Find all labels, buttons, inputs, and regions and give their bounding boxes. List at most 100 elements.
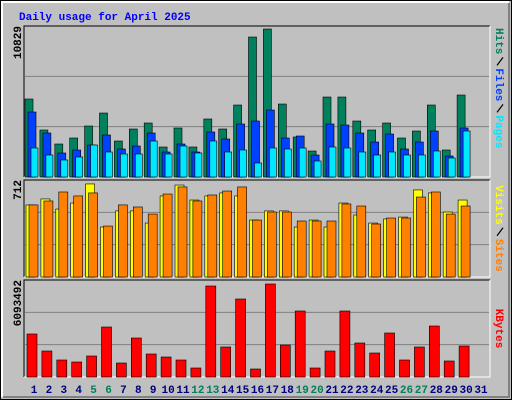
bar — [324, 350, 336, 378]
x-tick-label: 17 — [266, 385, 279, 397]
legend-separator — [496, 57, 504, 66]
bar — [418, 154, 426, 178]
bar — [147, 213, 158, 278]
bar — [401, 217, 411, 278]
bar — [388, 151, 396, 178]
bar — [309, 367, 321, 378]
bar — [371, 223, 382, 278]
bar — [460, 205, 471, 278]
bar — [220, 346, 231, 378]
x-tick-label: 15 — [236, 385, 250, 397]
bar — [265, 283, 276, 378]
x-tick-label: 19 — [296, 385, 309, 397]
y-tick-label: 10829 — [13, 26, 25, 59]
x-tick-label: 9 — [150, 385, 157, 397]
bar — [458, 345, 470, 378]
bar — [73, 195, 83, 278]
bar — [86, 355, 97, 378]
bar — [462, 130, 471, 178]
bar — [175, 359, 187, 378]
x-tick-label: 30 — [459, 385, 472, 397]
legend-separator — [496, 104, 504, 113]
bar — [116, 362, 127, 378]
bar — [296, 220, 307, 278]
bar — [416, 196, 426, 278]
bar — [354, 342, 366, 378]
legend: Visits Sites — [492, 185, 504, 272]
bar — [298, 147, 307, 178]
x-tick-label: 10 — [161, 385, 174, 397]
bar — [192, 200, 203, 278]
x-tick-label: 11 — [176, 385, 190, 397]
x-tick-label: 14 — [221, 385, 235, 397]
bar — [56, 359, 68, 378]
bar — [294, 310, 306, 378]
x-tick-label: 27 — [415, 385, 428, 397]
x-tick-label: 4 — [75, 385, 82, 397]
legend-separator — [496, 227, 504, 237]
bar — [190, 367, 202, 378]
bar — [45, 154, 54, 178]
bar — [135, 153, 143, 178]
x-tick-label: 23 — [355, 385, 369, 397]
x-tick-label: 16 — [251, 385, 264, 397]
bar — [131, 337, 142, 378]
bar — [430, 191, 441, 278]
bar — [88, 192, 98, 278]
legend-label: Pages — [492, 115, 504, 148]
bar — [58, 191, 69, 278]
bar — [162, 193, 173, 278]
bar — [445, 213, 456, 278]
bar — [179, 145, 188, 178]
bar — [60, 159, 69, 178]
bar — [339, 310, 351, 378]
bar — [105, 151, 113, 178]
bar — [386, 217, 396, 278]
bar — [311, 220, 322, 278]
x-tick-label: 25 — [385, 385, 399, 397]
bar — [341, 203, 352, 278]
bar — [326, 220, 337, 278]
bar — [177, 186, 188, 278]
bar — [281, 211, 292, 278]
bar — [222, 190, 232, 278]
bar — [239, 149, 247, 178]
bar — [101, 326, 112, 378]
panel-bevel-dark — [23, 279, 490, 377]
x-tick-label: 5 — [90, 385, 97, 397]
bar — [30, 147, 39, 178]
x-tick-label: 29 — [445, 385, 458, 397]
legend: KBytes — [492, 309, 504, 349]
bar — [205, 285, 217, 378]
bar — [75, 156, 83, 178]
bar — [164, 153, 173, 178]
bar — [235, 298, 246, 378]
bar — [149, 140, 158, 178]
legend-label: Visits — [492, 185, 504, 225]
x-tick-label: 21 — [325, 385, 339, 397]
bar — [279, 344, 291, 378]
y-tick-label: 712 — [13, 180, 25, 200]
bar — [118, 204, 128, 278]
x-tick-label: 7 — [120, 385, 127, 397]
bar — [120, 153, 128, 178]
bar — [343, 147, 352, 178]
x-tick-label: 20 — [310, 385, 323, 397]
bar — [269, 147, 277, 178]
bar — [209, 140, 218, 178]
x-tick-label: 26 — [400, 385, 413, 397]
y-tick-label: 6093492 — [13, 280, 25, 326]
panel-bevel-dark — [23, 25, 490, 177]
bar — [252, 219, 262, 278]
bar — [283, 148, 292, 178]
x-tick-label: 31 — [474, 385, 488, 397]
x-tick-label: 12 — [191, 385, 204, 397]
bar — [145, 353, 157, 378]
bar — [133, 206, 143, 278]
bar — [358, 151, 367, 178]
bar — [447, 157, 456, 178]
x-tick-label: 1 — [31, 385, 38, 397]
bar — [373, 154, 382, 178]
chart-title: Daily usage for April 2025 — [19, 12, 191, 24]
